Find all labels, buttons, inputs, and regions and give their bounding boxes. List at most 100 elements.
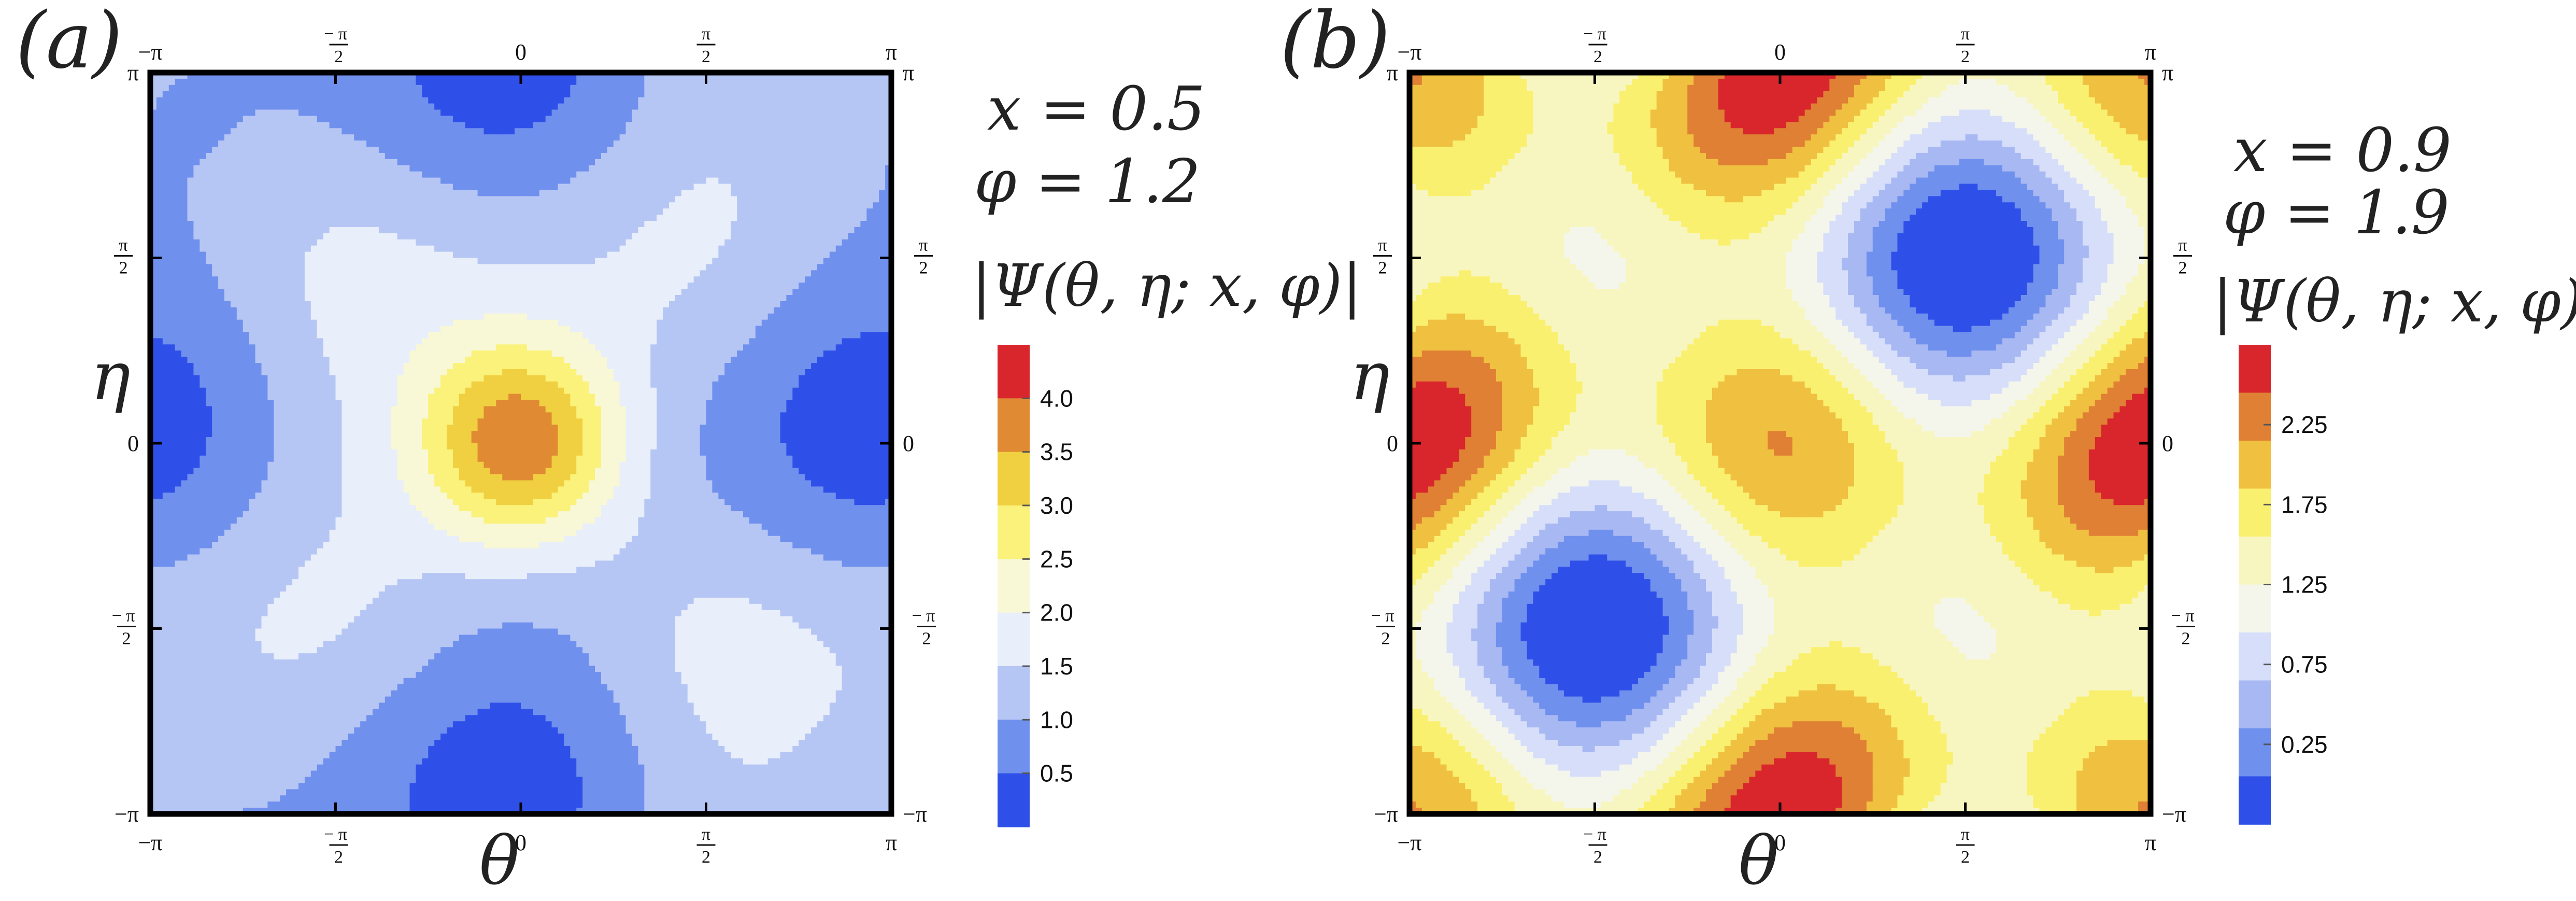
contour-cell [391, 715, 398, 722]
contour-cell [348, 159, 355, 166]
contour-cell [286, 610, 293, 617]
contour-cell [373, 678, 379, 685]
contour-cell [348, 542, 355, 549]
contour-cell [200, 783, 207, 790]
contour-cell [193, 585, 201, 592]
contour-cell [348, 635, 355, 642]
contour-cell [323, 276, 330, 283]
contour-cell [255, 461, 262, 469]
contour-cell [397, 801, 404, 808]
contour-cell [298, 758, 305, 765]
contour-cell [341, 109, 349, 117]
contour-cell [280, 393, 287, 401]
contour-cell [224, 455, 231, 462]
contour-cell [261, 177, 268, 185]
contour-cell [298, 85, 305, 92]
contour-cell [224, 597, 231, 604]
contour-cell [335, 523, 343, 530]
contour-cell [378, 727, 386, 734]
contour-cell [175, 709, 182, 716]
contour-cell [193, 332, 201, 339]
contour-cell [162, 573, 169, 580]
contour-cell [292, 264, 299, 271]
contour-cell [317, 770, 324, 778]
contour-cell [230, 592, 237, 598]
contour-cell [341, 529, 349, 537]
contour-cell [397, 647, 404, 654]
contour-cell [323, 715, 330, 722]
contour-cell [323, 221, 330, 228]
contour-cell [274, 208, 281, 215]
contour-cell [156, 647, 163, 654]
contour-cell [181, 684, 188, 691]
contour-cell [193, 443, 201, 450]
contour-cell [162, 585, 169, 592]
contour-cell [403, 301, 410, 308]
contour-cell [341, 85, 349, 92]
contour-cell [335, 492, 343, 500]
contour-cell [236, 369, 244, 376]
contour-cell [162, 443, 169, 450]
contour-cell [193, 567, 201, 574]
contour-cell [317, 597, 324, 604]
contour-cell [348, 678, 355, 685]
contour-cell [230, 616, 237, 623]
contour-cell [335, 641, 343, 648]
contour-cell [304, 777, 311, 784]
contour-cell [193, 239, 201, 246]
contour-cell [341, 795, 349, 802]
contour-cell [187, 152, 194, 160]
contour-cell [267, 579, 275, 586]
contour-cell [329, 338, 336, 345]
contour-cell [329, 313, 336, 320]
contour-cell [335, 764, 343, 771]
contour-cell [391, 597, 398, 604]
contour-cell [255, 548, 262, 555]
contour-cell [212, 548, 219, 555]
contour-cell [243, 523, 250, 530]
contour-cell [286, 764, 293, 771]
contour-cell [354, 647, 361, 654]
contour-cell [397, 808, 404, 814]
contour-cell [317, 678, 324, 685]
contour-cell [360, 622, 367, 629]
contour-cell [175, 653, 182, 660]
contour-cell [162, 227, 169, 234]
contour-cell [341, 171, 349, 178]
contour-cell [187, 147, 194, 153]
contour-cell [249, 721, 256, 728]
contour-cell [274, 134, 281, 141]
contour-cell [317, 91, 324, 98]
contour-cell [255, 554, 262, 561]
contour-cell [292, 622, 299, 629]
contour-cell [391, 635, 398, 642]
contour-cell [378, 134, 386, 141]
contour-cell [286, 808, 293, 814]
contour-cell [391, 295, 398, 302]
contour-cell [156, 109, 163, 117]
contour-cell [360, 406, 367, 413]
contour-cell [335, 363, 343, 370]
contour-cell [286, 647, 293, 654]
contour-cell [267, 283, 275, 289]
contour-cell [385, 190, 392, 197]
contour-cell [218, 165, 225, 172]
contour-cell [280, 375, 287, 382]
contour-cell [255, 579, 262, 586]
contour-cell [341, 517, 349, 524]
contour-cell [274, 461, 281, 469]
contour-cell [317, 579, 324, 586]
contour-cell [292, 109, 299, 117]
contour-cell [292, 752, 299, 759]
contour-cell [168, 258, 176, 265]
contour-cell [298, 461, 305, 469]
contour-cell [366, 128, 373, 135]
contour-cell [298, 276, 305, 283]
contour-cell [304, 196, 311, 203]
contour-cell [206, 764, 212, 771]
contour-cell [243, 381, 250, 388]
contour-cell [378, 542, 386, 549]
contour-cell [354, 585, 361, 592]
contour-cell [267, 529, 275, 537]
contour-cell [310, 647, 318, 654]
